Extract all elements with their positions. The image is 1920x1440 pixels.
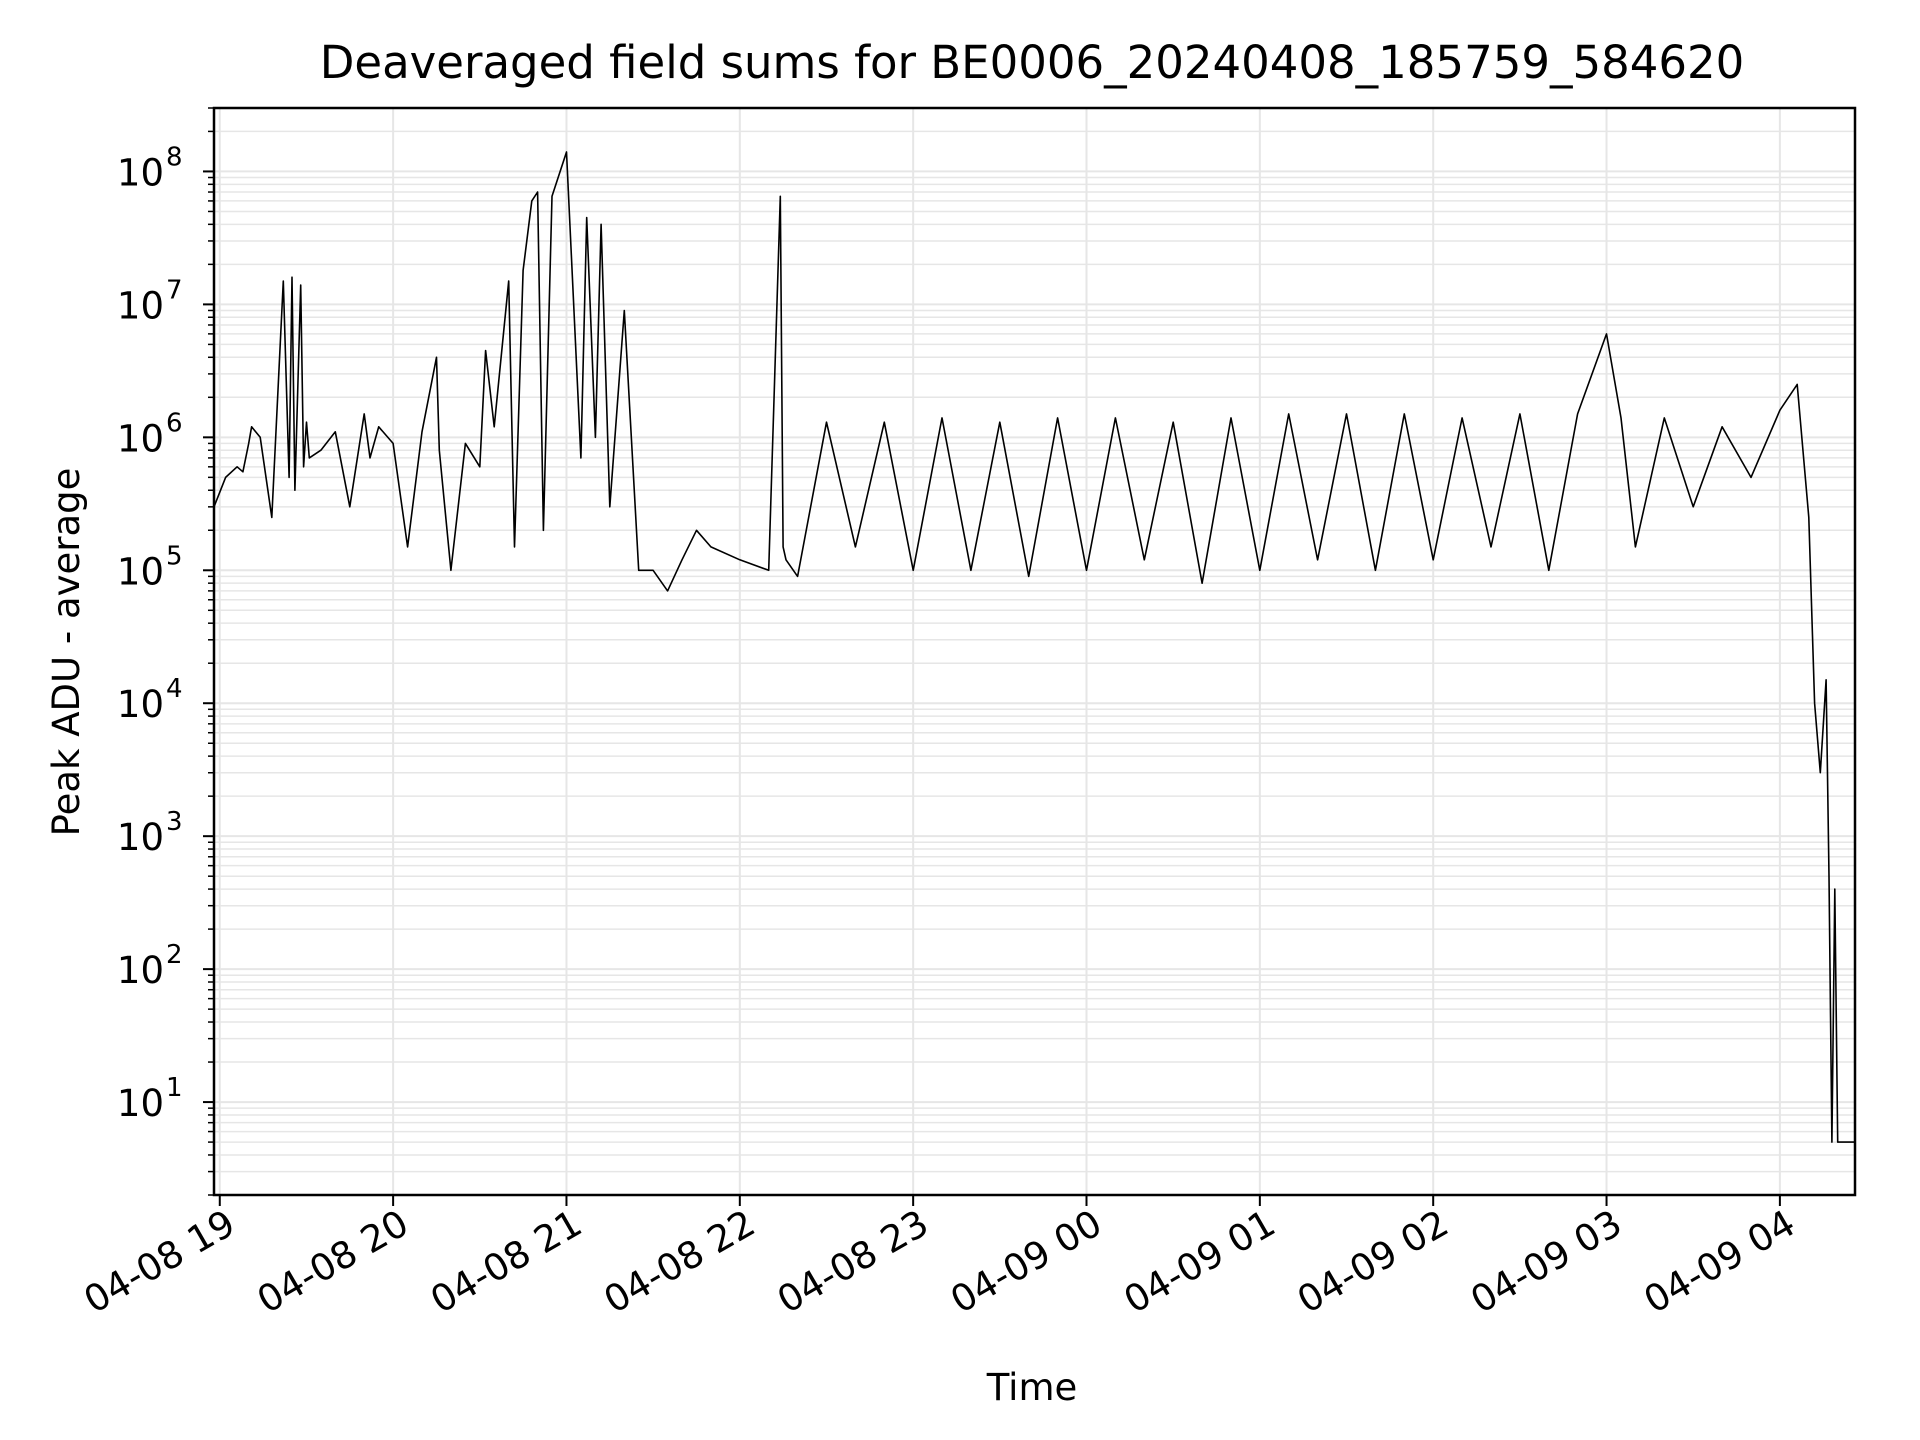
x-tick-label: 04-09 04 (1637, 1202, 1803, 1322)
y-tick-label: 10 (117, 949, 164, 992)
series-line (213, 151, 1855, 1143)
x-tick-label: 04-08 23 (770, 1202, 936, 1322)
grid (214, 107, 1855, 1196)
y-tick-label: 10 (117, 284, 164, 327)
x-axis-label: Time (986, 1366, 1078, 1409)
y-tick-label: 10 (117, 151, 164, 194)
y-tick-label: 10 (117, 816, 164, 859)
x-tick-label: 04-09 03 (1463, 1202, 1629, 1322)
plot-frame (212, 106, 1857, 1197)
x-tick-label: 04-09 01 (1117, 1202, 1283, 1322)
y-tick-exponent: 6 (166, 408, 183, 438)
x-tick-label: 04-09 02 (1290, 1202, 1456, 1322)
y-tick-exponent: 1 (166, 1073, 183, 1103)
x-axis-ticks: 04-08 19 04-08 20 04-08 21 04-08 22 04-08 23… (77, 1195, 1803, 1322)
y-tick-label: 10 (117, 550, 164, 593)
x-tick-label: 04-08 20 (250, 1202, 416, 1322)
x-tick-label: 04-08 21 (423, 1202, 589, 1322)
y-tick-exponent: 4 (166, 674, 183, 704)
series-layer (213, 151, 1855, 1143)
y-tick-exponent: 5 (166, 541, 183, 571)
y-tick-label: 10 (117, 683, 164, 726)
y-tick-exponent: 3 (166, 807, 183, 837)
y-axis-label: Peak ADU - average (45, 468, 88, 837)
y-tick-exponent: 2 (166, 940, 183, 970)
y-tick-exponent: 7 (166, 275, 183, 305)
y-tick-label: 10 (117, 417, 164, 460)
chart-title: Deaveraged field sums for BE0006_2024040… (320, 36, 1745, 89)
x-tick-label: 04-08 19 (77, 1202, 243, 1322)
x-tick-label: 04-08 22 (597, 1202, 763, 1322)
y-tick-exponent: 8 (166, 142, 183, 172)
y-tick-label: 10 (117, 1082, 164, 1125)
x-tick-label: 04-09 00 (943, 1202, 1109, 1322)
